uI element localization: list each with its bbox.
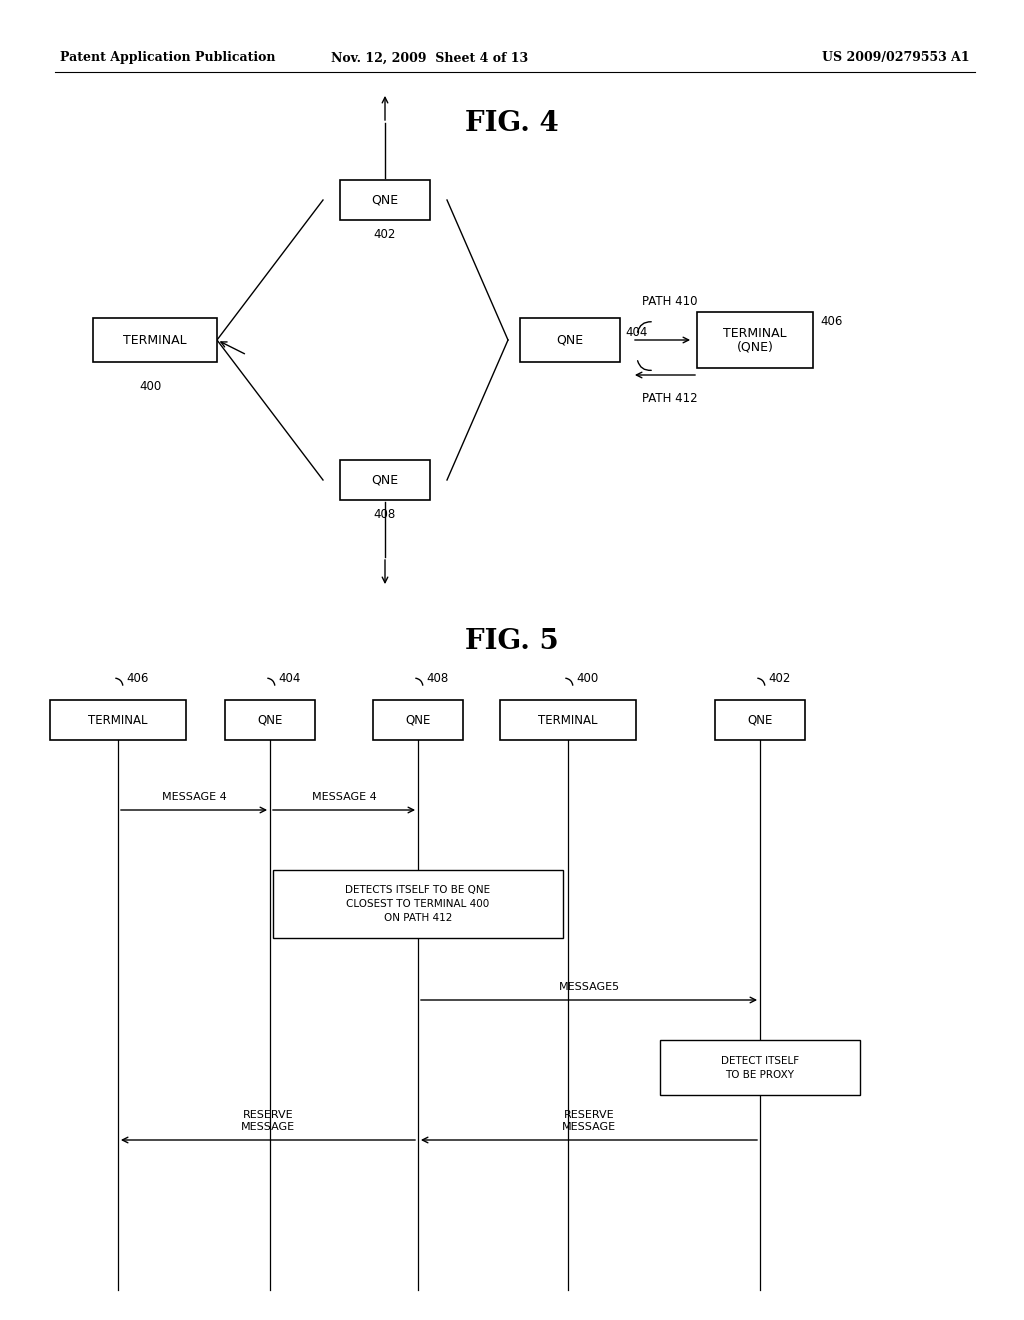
- Text: MESSAGE 4: MESSAGE 4: [311, 792, 377, 803]
- Text: TERMINAL: TERMINAL: [539, 714, 598, 726]
- FancyBboxPatch shape: [340, 180, 430, 220]
- Text: TERMINAL: TERMINAL: [88, 714, 147, 726]
- Text: US 2009/0279553 A1: US 2009/0279553 A1: [822, 51, 970, 65]
- Text: 402: 402: [374, 228, 396, 242]
- FancyBboxPatch shape: [520, 318, 620, 362]
- Text: DETECT ITSELF
TO BE PROXY: DETECT ITSELF TO BE PROXY: [721, 1056, 799, 1080]
- Text: 402: 402: [768, 672, 791, 685]
- Text: RESERVE
MESSAGE: RESERVE MESSAGE: [562, 1110, 616, 1133]
- FancyBboxPatch shape: [500, 700, 636, 741]
- Text: TERMINAL: TERMINAL: [123, 334, 186, 346]
- Text: QNE: QNE: [556, 334, 584, 346]
- Text: 408: 408: [426, 672, 449, 685]
- Text: QNE: QNE: [748, 714, 773, 726]
- Text: PATH 412: PATH 412: [642, 392, 697, 405]
- Text: QNE: QNE: [257, 714, 283, 726]
- Text: FIG. 5: FIG. 5: [465, 628, 559, 655]
- Text: QNE: QNE: [372, 474, 398, 487]
- Text: PATH 410: PATH 410: [642, 294, 697, 308]
- Text: TERMINAL: TERMINAL: [723, 327, 786, 341]
- FancyBboxPatch shape: [373, 700, 463, 741]
- Text: 408: 408: [374, 508, 396, 521]
- Text: 404: 404: [278, 672, 300, 685]
- Text: FIG. 4: FIG. 4: [465, 110, 559, 137]
- FancyBboxPatch shape: [340, 459, 430, 500]
- FancyBboxPatch shape: [697, 312, 813, 368]
- Text: MESSAGE 4: MESSAGE 4: [162, 792, 226, 803]
- Text: Nov. 12, 2009  Sheet 4 of 13: Nov. 12, 2009 Sheet 4 of 13: [332, 51, 528, 65]
- FancyBboxPatch shape: [273, 870, 563, 939]
- FancyBboxPatch shape: [50, 700, 186, 741]
- Text: 400: 400: [575, 672, 598, 685]
- Text: QNE: QNE: [406, 714, 431, 726]
- Text: DETECTS ITSELF TO BE QNE
CLOSEST TO TERMINAL 400
ON PATH 412: DETECTS ITSELF TO BE QNE CLOSEST TO TERM…: [345, 884, 490, 923]
- FancyBboxPatch shape: [225, 700, 315, 741]
- Text: 404: 404: [625, 326, 647, 338]
- Text: MESSAGE5: MESSAGE5: [558, 982, 620, 993]
- FancyBboxPatch shape: [93, 318, 217, 362]
- FancyBboxPatch shape: [660, 1040, 860, 1096]
- Text: 406: 406: [820, 315, 843, 327]
- Text: Patent Application Publication: Patent Application Publication: [60, 51, 275, 65]
- FancyBboxPatch shape: [715, 700, 805, 741]
- Text: RESERVE
MESSAGE: RESERVE MESSAGE: [241, 1110, 295, 1133]
- Text: 406: 406: [126, 672, 148, 685]
- Text: 400: 400: [139, 380, 161, 393]
- Text: QNE: QNE: [372, 194, 398, 206]
- Text: (QNE): (QNE): [736, 341, 773, 352]
